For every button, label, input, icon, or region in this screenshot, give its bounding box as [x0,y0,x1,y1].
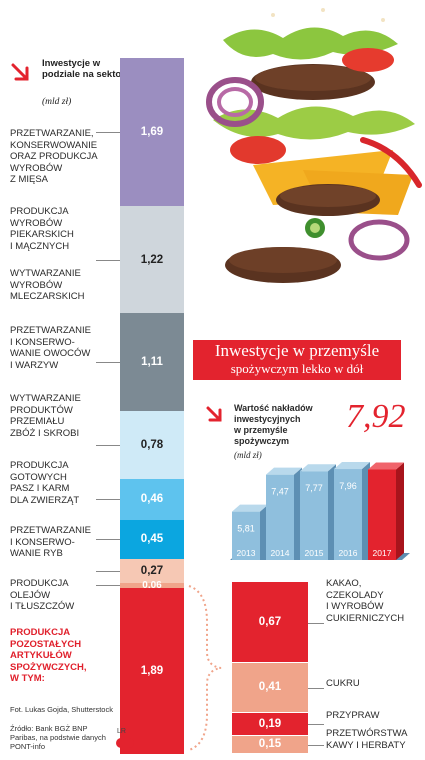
category-label: WYTWARZANIE PRODUKTÓW PRZEMIAŁU ZBÓŻ I S… [10,393,81,439]
year-bar: 7,77 2015 [300,464,336,560]
year-label: 2016 [339,548,358,558]
year-label: 2017 [373,548,392,558]
arrow-down-right-icon [206,406,222,422]
year-value-label: 7,47 [271,487,289,497]
year-bar: 7,96 2016 [334,462,370,560]
brace-connector [188,585,222,751]
subchart-unit: (mld zł) [234,450,262,460]
year-bar: 2017 [368,462,404,560]
subchart-title-line: Wartość nakładów [234,403,313,413]
chart-unit: (mld zł) [42,97,72,107]
bar-segment: 1,11 [120,313,184,411]
bar-segment: 1,22 [120,206,184,314]
bar-segment: 0,06 [120,580,184,591]
breakdown-segment: 0,67 [232,582,308,663]
year-bar: 7,47 2014 [266,467,302,560]
category-label: PRODUKCJA GOTOWYCH PASZ I KARM DLA ZWIER… [10,460,80,506]
category-label: WYTWARZANIE WYROBÓW MLECZARSKICH [10,268,85,302]
breakdown-label: CUKRU [326,678,360,689]
breakdown-segment: 0,15 [232,735,308,753]
headline-line1: Inwestycje w przemyśle [214,341,380,360]
subchart-title: Wartość nakładów inwestycyjnych w przemy… [234,403,344,447]
connector-line [96,499,120,501]
subchart-title-line: inwestycyjnych [234,414,301,424]
year-label: 2015 [305,548,324,558]
connector-line [308,724,324,726]
bar-segment: 0,45 [120,519,184,560]
connector-line [96,445,120,447]
bar-segment: 0,78 [120,410,184,480]
year-bar-chart: 5,81 2013 7,47 2014 7,77 2015 7,96 2016 2017 [230,462,410,560]
headline-line2: spożywczym lekko w dół [230,361,364,376]
year-bar: 5,81 2013 [232,504,268,560]
category-label: PRZETWARZANIE I KONSERWO- WANIE RYB [10,525,91,559]
connector-line [96,585,120,587]
year-label: 2014 [271,548,290,558]
subchart-title-line: w przemyśle [234,425,288,435]
breakdown-segment: 0,19 [232,712,308,735]
logo-text: LR [117,728,126,735]
source-credit: Źródło: Bank BGŻ BNP Paribas, na podstwi… [10,724,106,751]
year-value-label: 5,81 [237,524,255,534]
connector-line [96,259,120,261]
connector-line [308,622,324,624]
publisher-logo [116,738,134,748]
chart-title: Inwestycje w podziale na sektory [42,58,131,80]
arrow-down-right-icon [11,63,29,81]
connector-line [96,539,120,541]
photo-credit: Fot. Lukas Gojda, Shutterstock [10,705,113,714]
category-label: PRODUKCJA POZOSTAŁYCH ARTYKUŁÓW SPOŻYWCZ… [10,627,87,684]
connector-line [96,132,120,134]
connector-line [308,687,324,689]
highlight-value: 7,92 [346,398,406,435]
year-value-label: 7,77 [305,483,323,493]
connector-line [308,744,324,746]
breakdown-segment: 0,41 [232,663,308,712]
year-label: 2013 [237,548,256,558]
breakdown-label: PRZETWÓRSTWA KAWY I HERBATY [326,728,408,751]
category-label: PRZETWARZANIE I KONSERWO- WANIE OWOCÓW I… [10,325,91,371]
burger-illustration [206,8,422,283]
category-label: PRODUKCJA WYROBÓW PIEKARSKICH I MĄCZNYCH [10,206,74,252]
headline-banner: Inwestycje w przemyśle spożywczym lekko … [193,340,401,380]
bar-segment: 1,69 [120,58,184,207]
breakdown-label: PRZYPRAW [326,710,380,721]
subchart-title-line: spożywczym [234,436,290,446]
category-label: PRZETWARZANIE, KONSERWOWANIE ORAZ PRODUK… [10,128,98,185]
bar-segment: 0,46 [120,479,184,520]
year-value-label: 7,96 [339,481,357,491]
breakdown-label: KAKAO, CZEKOLADY I WYROBÓW CUKIERNICZYCH [326,578,405,624]
category-label: PRODUKCJA OLEJÓW I TŁUSZCZÓW [10,578,75,612]
bar-segment: 0,27 [120,559,184,583]
connector-line [96,362,120,364]
connector-line [96,571,120,572]
bar-segment: 1,89 [120,588,184,754]
